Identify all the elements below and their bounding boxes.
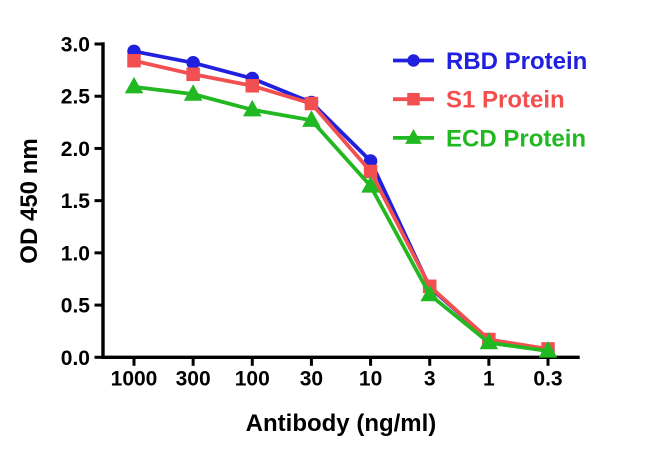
data-point-marker-ecd-protein (302, 110, 321, 127)
x-tick-label: 300 (176, 367, 211, 390)
y-tick-label: 1.0 (61, 242, 90, 265)
data-point-marker-ecd-protein (183, 84, 203, 101)
legend-marker-triangle-icon (405, 128, 422, 144)
data-point-marker-rbd-protein (186, 56, 200, 70)
data-series (124, 44, 558, 358)
y-tick-label: 0.0 (61, 347, 90, 370)
legend-item-rbd-protein: RBD Protein (393, 48, 587, 75)
data-point-marker-s1-protein (245, 79, 260, 93)
data-point-marker-rbd-protein (363, 154, 378, 168)
legend-marker-square-icon (407, 92, 420, 106)
y-axis-title: OD 450 nm (16, 138, 43, 263)
data-point-marker-ecd-protein (420, 284, 440, 302)
x-tick-label: 1000 (111, 367, 158, 390)
x-tick-label: 10 (359, 367, 382, 390)
data-point-marker-ecd-protein (538, 341, 558, 358)
legend: RBD Protein S1 Protein ECD Protein (393, 48, 587, 152)
legend-label-ecd-protein: ECD Protein (446, 125, 586, 152)
series-ecd-protein (124, 76, 558, 358)
legend-item-ecd-protein: ECD Protein (393, 125, 586, 152)
y-tick-label: 1.5 (61, 190, 91, 213)
legend-marker-circle-icon (407, 54, 420, 67)
y-tick-label: 2.5 (61, 86, 91, 109)
data-point-marker-s1-protein (127, 53, 141, 68)
axes: 3.0 2.5 2.0 1.5 1.0 0.5 0.0 1000 300 100 30 10 3 1 0.3 (61, 34, 580, 390)
data-point-marker-ecd-protein (361, 176, 380, 193)
data-point-marker-s1-protein (186, 67, 200, 82)
data-point-marker-s1-protein (304, 96, 319, 111)
legend-label-rbd-protein: RBD Protein (446, 48, 587, 75)
data-point-marker-ecd-protein (479, 332, 499, 350)
legend-label-s1-protein: S1 Protein (446, 87, 565, 114)
x-tick-label: 3 (424, 367, 436, 390)
x-tick-label: 100 (235, 367, 270, 390)
legend-item-s1-protein: S1 Protein (393, 87, 565, 114)
y-tick-label: 3.0 (61, 34, 90, 57)
series-line-ecd-protein (132, 84, 550, 353)
y-tick-label: 0.5 (61, 295, 91, 318)
y-tick-label: 2.0 (61, 138, 90, 161)
data-point-marker-s1-protein (363, 164, 378, 179)
data-point-marker-ecd-protein (242, 99, 262, 117)
series-line-s1-protein (132, 58, 550, 351)
x-axis-title: Antibody (ng/ml) (246, 410, 437, 437)
x-tick-label: 1 (483, 367, 495, 390)
x-tick-label: 30 (300, 367, 323, 390)
data-point-marker-ecd-protein (124, 76, 144, 94)
x-tick-label: 0.3 (533, 367, 562, 390)
